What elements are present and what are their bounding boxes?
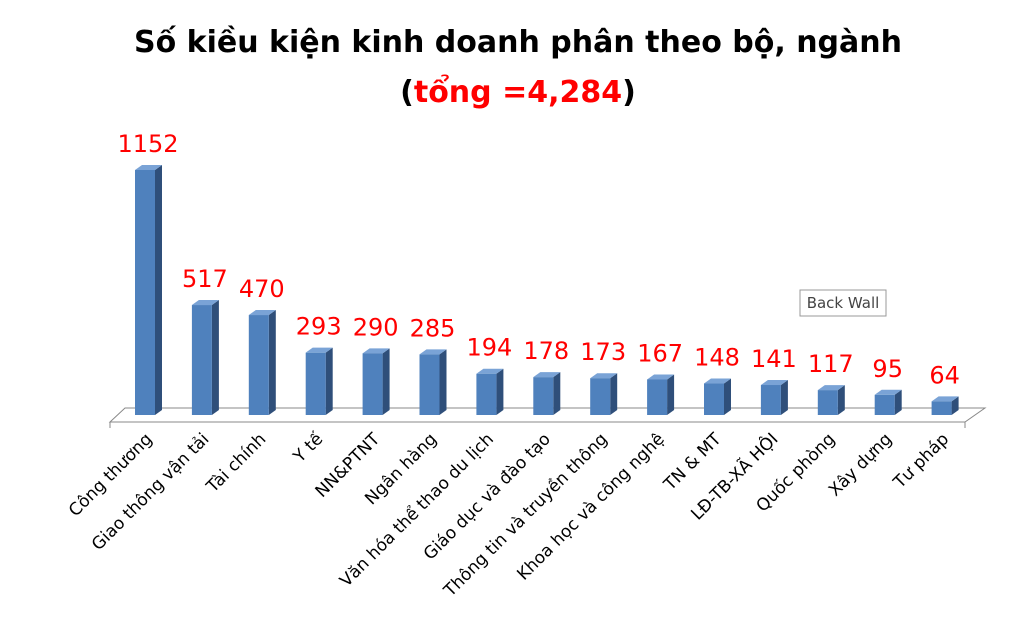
bar (419, 349, 447, 415)
bar-front (760, 385, 781, 415)
bar-side (780, 380, 788, 415)
bar-front (647, 379, 668, 415)
bar-side (211, 300, 219, 415)
bar-front (533, 377, 554, 415)
bar-top (704, 378, 731, 384)
bar-front (931, 401, 952, 415)
bar-side (382, 348, 390, 415)
value-label: 293 (296, 313, 342, 341)
bar (647, 374, 675, 415)
value-label: 95 (872, 355, 903, 383)
bar-top (874, 389, 902, 395)
value-label: 64 (929, 361, 960, 389)
bar (874, 389, 902, 415)
bar-side (439, 349, 447, 415)
subtitle-open: ( (400, 75, 414, 110)
bar-front (305, 352, 326, 415)
bar-top (590, 373, 618, 379)
bar (931, 396, 959, 415)
tooltip-box (799, 289, 887, 317)
bar-top (476, 368, 504, 374)
tooltip: Back Wall (799, 289, 887, 317)
bar-top (362, 348, 390, 354)
value-label: 167 (637, 339, 683, 367)
bar-top (931, 396, 959, 402)
tooltip-text: Back Wall (807, 294, 880, 312)
bar-front (817, 390, 838, 415)
bar-side (496, 368, 504, 415)
bar-front (874, 394, 895, 415)
bar-side (610, 373, 618, 415)
bar-front (419, 354, 440, 415)
bar-top (533, 372, 561, 378)
value-label: 117 (808, 350, 854, 378)
bar (135, 165, 162, 415)
bar (704, 378, 731, 415)
bar-front (191, 305, 212, 415)
value-label: 178 (523, 337, 569, 365)
bar (533, 372, 561, 415)
bar-top (248, 310, 276, 316)
subtitle-close: ) (622, 75, 636, 110)
bar (248, 310, 276, 415)
value-label: 285 (410, 314, 456, 342)
bar-side (951, 396, 959, 415)
bar-front (476, 373, 497, 415)
bar (476, 368, 504, 415)
bar-front (248, 315, 269, 415)
value-label: 470 (239, 275, 285, 303)
value-label: 148 (694, 344, 740, 372)
value-label: 194 (466, 334, 512, 362)
value-label: 1152 (117, 130, 178, 158)
chart-title: Số kiều kiện kinh doanh phân theo bộ, ng… (134, 25, 902, 60)
bar-top (305, 347, 333, 353)
bar-top (760, 380, 788, 386)
bar-side (837, 385, 845, 415)
bar (590, 373, 618, 415)
bar-side (155, 165, 162, 415)
value-label: 517 (182, 265, 228, 293)
bar-top (419, 349, 447, 355)
subtitle-total: tổng =4,284 (414, 74, 622, 110)
bar (191, 300, 219, 415)
chart-subtitle: (tổng =4,284) (400, 74, 636, 110)
x-tick-label: Y tế (288, 428, 327, 467)
bar-top (135, 165, 162, 170)
bar-side (894, 389, 902, 415)
bar-front (362, 353, 383, 415)
bar-front (590, 378, 611, 415)
bar-top (647, 374, 675, 380)
x-tick-label: Tư pháp (889, 429, 953, 493)
value-label: 173 (580, 338, 626, 366)
bar-top (817, 385, 845, 391)
bar (817, 385, 845, 415)
value-label: 141 (751, 345, 797, 373)
bar-top (191, 300, 219, 306)
bar (305, 347, 333, 415)
bar-side (724, 378, 731, 415)
x-tick-label: Tài chính (202, 429, 270, 497)
bar-side (667, 374, 675, 415)
bar-front (135, 170, 155, 415)
bar (760, 380, 788, 415)
bar-side (268, 310, 276, 415)
bar-side (325, 347, 333, 415)
bar-front (704, 383, 724, 415)
value-label: 290 (353, 313, 399, 341)
bar (362, 348, 390, 415)
bar-side (553, 372, 561, 415)
